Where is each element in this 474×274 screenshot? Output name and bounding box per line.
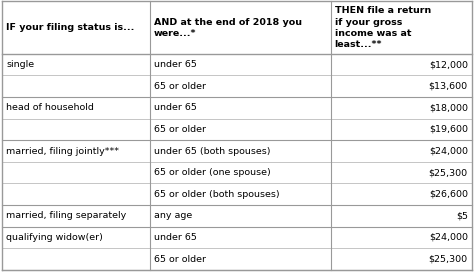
Text: under 65 (both spouses): under 65 (both spouses) <box>154 147 271 156</box>
Text: $24,000: $24,000 <box>429 147 468 156</box>
Text: any age: any age <box>154 211 192 220</box>
Text: 65 or older (one spouse): 65 or older (one spouse) <box>154 168 271 177</box>
Text: 65 or older: 65 or older <box>154 125 206 134</box>
Text: 65 or older: 65 or older <box>154 255 206 264</box>
Text: 65 or older: 65 or older <box>154 82 206 91</box>
Text: head of household: head of household <box>6 103 94 112</box>
Text: married, filing jointly***: married, filing jointly*** <box>6 147 119 156</box>
Text: under 65: under 65 <box>154 60 197 69</box>
Text: $24,000: $24,000 <box>429 233 468 242</box>
Text: $25,300: $25,300 <box>428 255 468 264</box>
Text: $25,300: $25,300 <box>428 168 468 177</box>
Text: $19,600: $19,600 <box>429 125 468 134</box>
Text: $18,000: $18,000 <box>429 103 468 112</box>
Text: $5: $5 <box>456 211 468 220</box>
Text: under 65: under 65 <box>154 103 197 112</box>
Text: $26,600: $26,600 <box>429 190 468 199</box>
Text: single: single <box>6 60 34 69</box>
Text: qualifying widow(er): qualifying widow(er) <box>6 233 103 242</box>
Text: THEN file a return
if your gross
income was at
least...**: THEN file a return if your gross income … <box>335 6 431 49</box>
Text: $13,600: $13,600 <box>428 82 468 91</box>
Text: $12,000: $12,000 <box>429 60 468 69</box>
Text: 65 or older (both spouses): 65 or older (both spouses) <box>154 190 280 199</box>
Text: IF your filing status is...: IF your filing status is... <box>6 23 135 32</box>
Text: under 65: under 65 <box>154 233 197 242</box>
Text: married, filing separately: married, filing separately <box>6 211 127 220</box>
Text: AND at the end of 2018 you
were...*: AND at the end of 2018 you were...* <box>154 18 302 38</box>
